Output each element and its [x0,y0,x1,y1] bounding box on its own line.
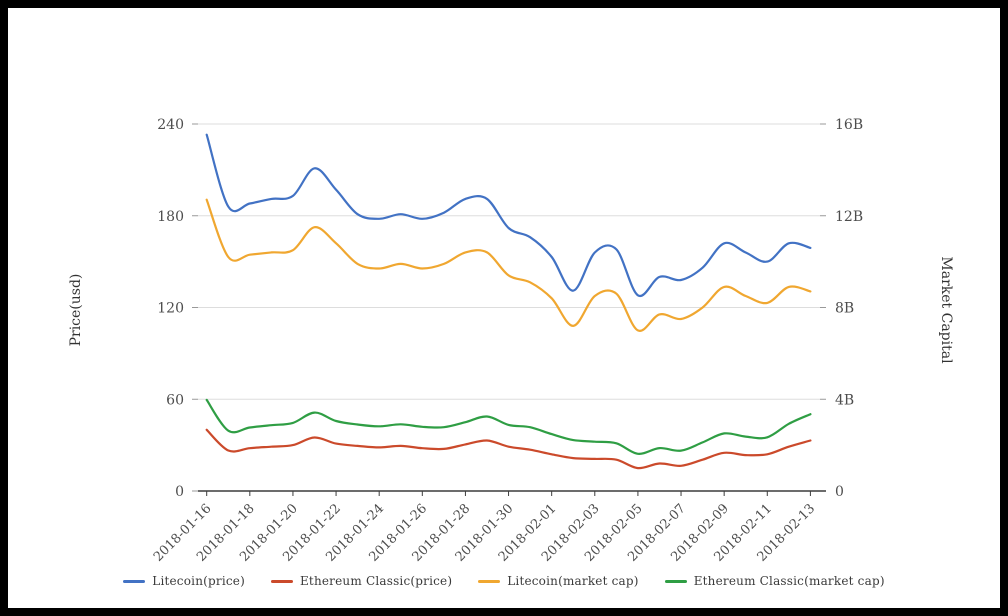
chart-frame: 240 16B 180 12B 120 8B 60 4B 0 0 2018-01-16 2018-01… [8,8,1000,608]
left-axis-tick-label: 240 [157,117,184,133]
legend-line-icon [478,579,501,583]
left-axis-tick-label: 180 [157,209,184,225]
legend-item-litecoin-market-cap[interactable]: Litecoin(market cap) [478,574,638,588]
left-axis-tick-label: 60 [166,392,184,408]
left-axis-title: Price(usd) [68,274,84,347]
right-axis-tick-label: 12B [835,209,863,225]
series-lines [205,133,812,470]
right-axis-tick-label: 16B [835,117,863,133]
left-axis-tick-label: 120 [157,301,184,317]
legend-item-ethereum-classic-price[interactable]: Ethereum Classic(price) [270,574,453,588]
chart-legend: Litecoin(price) Ethereum Classic(price) Li… [8,574,1000,588]
series-line-litecoin-market-cap [205,198,812,332]
legend-label: Ethereum Classic(price) [299,574,453,588]
legend-label: Litecoin(price) [152,574,245,588]
legend-line-icon [664,579,687,583]
right-axis-tick-label: 4B [835,392,854,408]
legend-label: Litecoin(market cap) [507,574,639,588]
legend-line-icon [123,579,146,583]
legend-line-icon [270,579,293,583]
right-axis-title: Market Capital [938,256,954,364]
right-axis-tick-label: 0 [835,484,844,500]
series-line-ethereum-classic-market-cap [205,398,812,455]
gridlines [198,123,820,400]
left-axis-tick-label: 0 [175,484,184,500]
legend-label: Ethereum Classic(market cap) [693,574,885,588]
right-axis-tick-label: 8B [835,301,854,317]
series-line-ethereum-classic-price [205,428,812,470]
series-line-litecoin-price [205,133,812,298]
legend-item-ethereum-classic-market-cap[interactable]: Ethereum Classic(market cap) [664,574,885,588]
legend-item-litecoin-price[interactable]: Litecoin(price) [123,574,245,588]
